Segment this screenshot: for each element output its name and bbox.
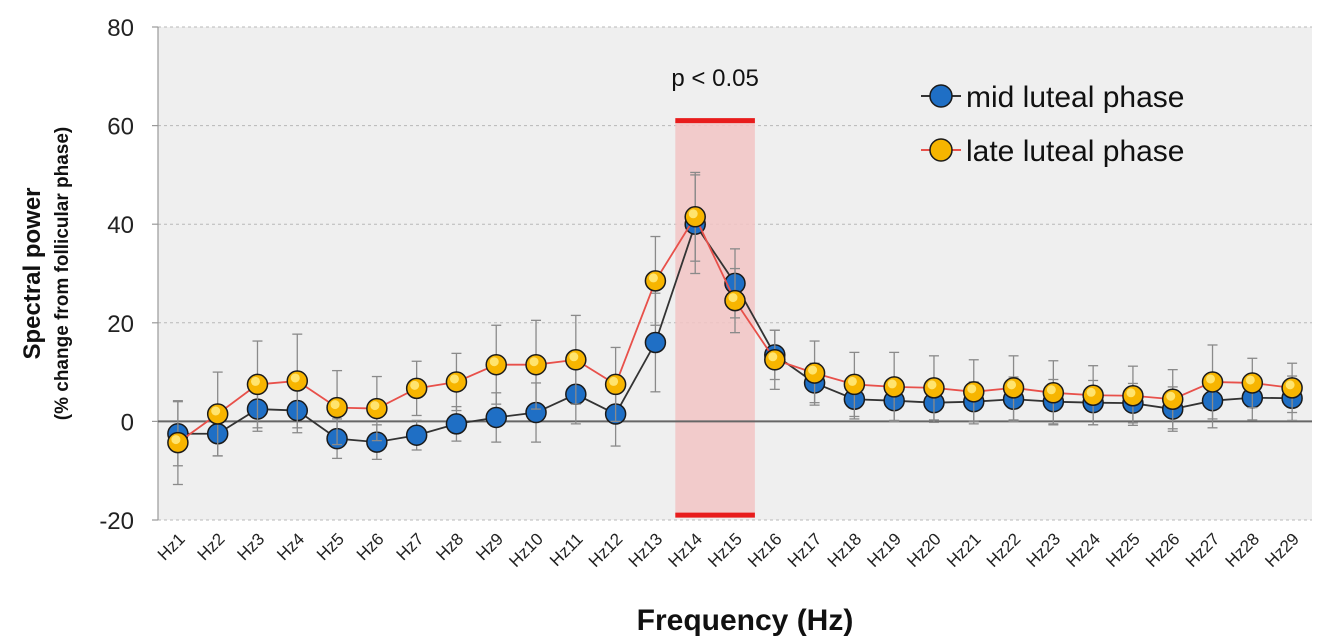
data-point-highlight — [609, 376, 619, 386]
data-point-highlight — [1126, 388, 1136, 398]
data-point-highlight — [648, 273, 658, 283]
x-tick-label: Hz27 — [1182, 529, 1223, 570]
data-point — [644, 331, 667, 354]
x-axis-title: Frequency (Hz) — [637, 604, 854, 637]
data-point-highlight — [370, 401, 380, 411]
x-tick-label: Hz7 — [393, 529, 428, 564]
data-point-highlight — [1046, 385, 1056, 395]
x-tick-label: Hz14 — [665, 529, 706, 570]
y-tick-label: 60 — [107, 114, 134, 141]
y-tick-label: 20 — [107, 311, 134, 338]
series-1 — [167, 171, 1303, 486]
x-tick-label: Hz10 — [505, 529, 546, 570]
data-point-highlight — [1206, 374, 1216, 384]
x-tick-label: Hz9 — [472, 529, 507, 564]
significance-band — [675, 120, 755, 516]
data-point-highlight — [1285, 380, 1295, 390]
data-point-highlight — [1245, 375, 1255, 385]
x-tick-label: Hz16 — [744, 529, 785, 570]
data-point-highlight — [290, 373, 300, 383]
data-point-highlight — [489, 357, 499, 367]
data-point-highlight — [171, 435, 181, 445]
x-tick-label: Hz21 — [943, 529, 984, 570]
axes — [152, 26, 1312, 521]
data-point-highlight — [529, 357, 539, 367]
x-tick-label: Hz1 — [154, 529, 189, 564]
y-tick-label: 80 — [107, 15, 134, 42]
data-point-highlight — [1166, 391, 1176, 401]
data-point-highlight — [808, 365, 818, 375]
significance-region — [675, 118, 755, 518]
data-point-highlight — [1007, 380, 1017, 390]
x-tick-label: Hz22 — [983, 529, 1024, 570]
x-tick-label: Hz29 — [1261, 529, 1302, 570]
data-point-highlight — [887, 379, 897, 389]
legend-label-mid: mid luteal phase — [966, 81, 1184, 114]
data-point-highlight — [728, 293, 738, 303]
x-tick-label: Hz5 — [313, 529, 348, 564]
data-point-highlight — [250, 376, 260, 386]
series-layer — [167, 171, 1303, 486]
data-point — [485, 406, 507, 429]
legend-marker-mid — [929, 84, 953, 108]
legend: mid luteal phase late luteal phase — [921, 81, 1185, 168]
legend-label-late: late luteal phase — [966, 135, 1185, 168]
y-tick-label: 0 — [121, 409, 134, 436]
data-point-highlight — [569, 352, 579, 362]
x-tick-label: Hz3 — [233, 529, 268, 564]
x-tick-label: Hz15 — [704, 529, 745, 570]
data-point-highlight — [1086, 387, 1096, 397]
data-point-highlight — [410, 380, 420, 390]
x-tick-label: Hz20 — [903, 529, 944, 570]
data-point-highlight — [211, 406, 221, 416]
x-tick-label: Hz13 — [625, 529, 666, 570]
x-tick-label: Hz23 — [1023, 529, 1064, 570]
legend-marker-late — [929, 138, 953, 162]
y-tick-labels: -20 0 20 40 60 80 — [99, 15, 134, 535]
x-tick-label: Hz19 — [864, 529, 905, 570]
legend-item-mid: mid luteal phase — [921, 81, 1184, 114]
x-tick-label: Hz28 — [1222, 529, 1263, 570]
x-tick-label: Hz17 — [784, 529, 825, 570]
x-tick-label: Hz2 — [194, 529, 229, 564]
x-tick-label: Hz8 — [432, 529, 467, 564]
legend-item-late: late luteal phase — [921, 135, 1185, 168]
y-axis-subtitle: (% change from follicular phase) — [52, 127, 73, 421]
x-tick-label: Hz25 — [1102, 529, 1143, 570]
y-tick-label: -20 — [99, 508, 134, 535]
data-point-highlight — [927, 380, 937, 390]
data-point-highlight — [768, 352, 778, 362]
data-point-highlight — [967, 384, 977, 394]
data-point-highlight — [449, 374, 459, 384]
x-tick-label: Hz6 — [353, 529, 388, 564]
data-point — [405, 424, 428, 446]
x-tick-label: Hz18 — [824, 529, 865, 570]
y-axis-title: Spectral power — [19, 187, 46, 359]
y-tick-label: 40 — [107, 212, 134, 239]
significance-label: p < 0.05 — [671, 65, 758, 92]
x-tick-label: Hz12 — [585, 529, 626, 570]
x-tick-label: Hz11 — [546, 529, 587, 570]
x-tick-label: Hz24 — [1062, 529, 1103, 570]
x-tick-label: Hz26 — [1142, 529, 1183, 570]
data-point — [445, 413, 468, 435]
data-point-highlight — [330, 400, 340, 410]
x-tick-label: Hz4 — [273, 529, 308, 564]
data-point-highlight — [688, 209, 698, 219]
data-point-highlight — [847, 376, 857, 386]
